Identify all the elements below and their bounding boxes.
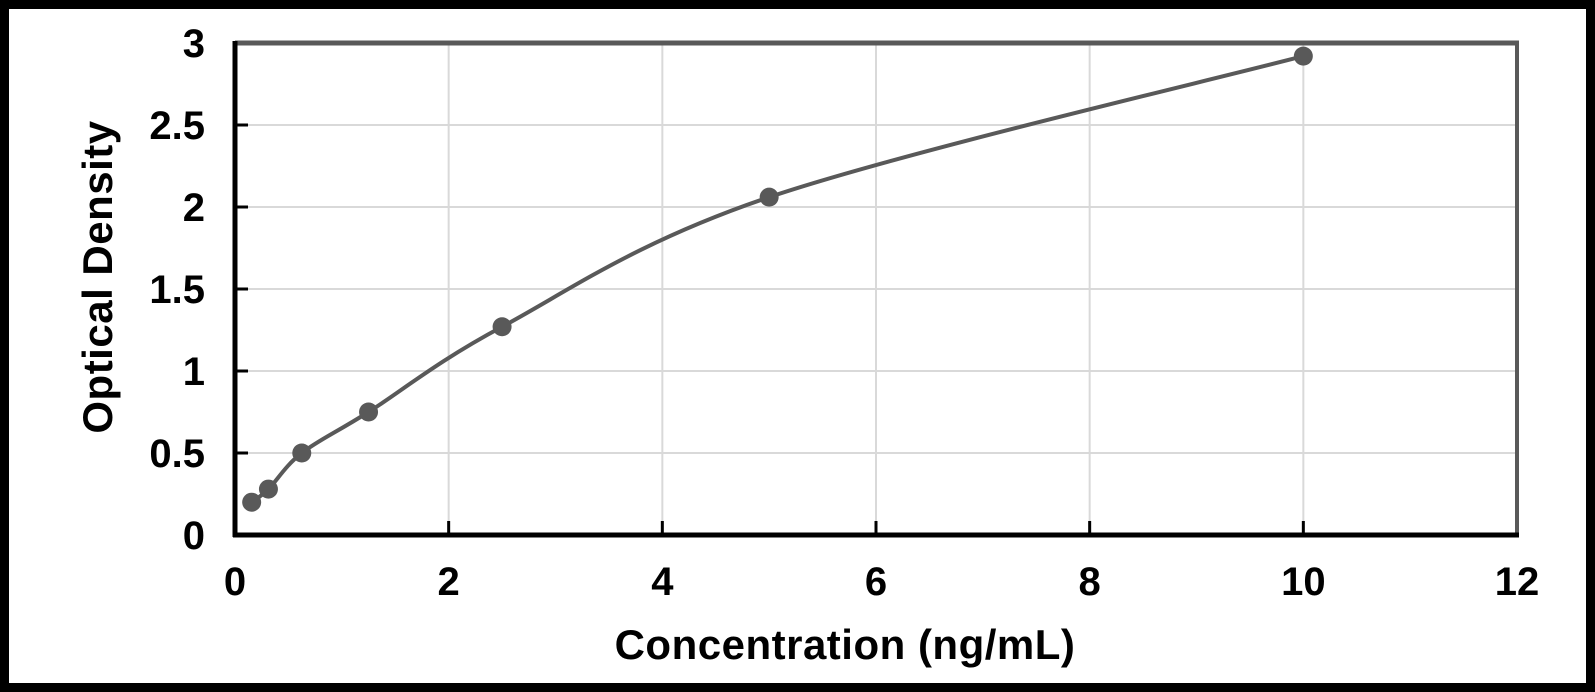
data-point-marker [292, 443, 312, 463]
x-tick-label: 8 [1079, 560, 1101, 604]
y-axis-title: Optical Density [74, 120, 121, 434]
x-tick-label: 4 [651, 560, 674, 604]
y-tick-label: 0 [183, 514, 205, 558]
data-point-marker [1293, 46, 1313, 66]
y-tick-label: 2 [183, 186, 205, 230]
curve-line [249, 54, 1306, 505]
data-point-marker [258, 479, 278, 499]
data-point-marker [242, 492, 262, 512]
y-tick-label: 1 [183, 350, 205, 394]
x-tick-label: 12 [1495, 560, 1540, 604]
y-tick-label: 1.5 [149, 268, 205, 312]
y-tick-label: 2.5 [149, 104, 205, 148]
data-point-marker [759, 187, 779, 207]
x-tick-label: 2 [438, 560, 460, 604]
x-tick-label: 10 [1281, 560, 1326, 604]
x-axis-title: Concentration (ng/mL) [614, 621, 1076, 668]
x-tick-label: 6 [865, 560, 887, 604]
y-tick-label: 3 [183, 22, 205, 66]
data-point-marker [359, 402, 379, 422]
y-tick-label: 0.5 [149, 432, 205, 476]
x-tick-label: 0 [224, 560, 246, 604]
data-point-marker [492, 317, 512, 337]
